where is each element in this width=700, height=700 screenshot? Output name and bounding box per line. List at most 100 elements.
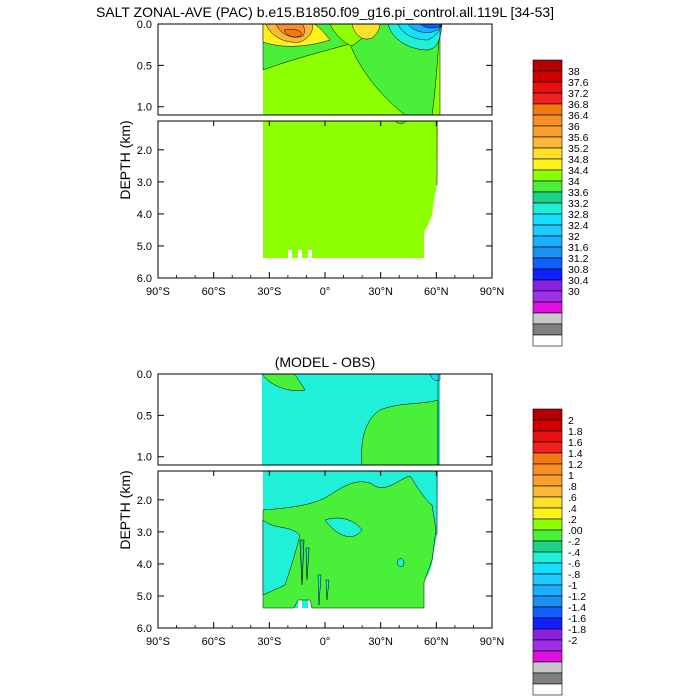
y-tick-label: 2.0 xyxy=(137,145,152,157)
panel1-axes: 90°S 60°S 30°S 0° 30°N 60°N 90°N 0.0 0.5 1.0 2.0 3.… xyxy=(137,19,505,298)
colorbar-swatch xyxy=(532,136,563,149)
colorbar-label: 36.8 xyxy=(568,99,589,111)
colorbar-label: -.2 xyxy=(568,536,580,548)
colorbar-label: 1 xyxy=(568,470,574,482)
colorbar-label: -2 xyxy=(568,635,577,647)
colorbar-swatch xyxy=(532,650,563,663)
colorbar-label: 30.4 xyxy=(568,275,589,287)
colorbar-label: 30 xyxy=(568,286,580,298)
y-tick-label: 6.0 xyxy=(137,623,152,635)
colorbar-label: 32.4 xyxy=(568,220,589,232)
colorbar-label: 36.4 xyxy=(568,110,589,122)
colorbar-swatch xyxy=(532,408,563,421)
panel1-ylabel: DEPTH (km) xyxy=(117,120,133,199)
colorbar-swatch xyxy=(532,628,563,641)
x-tick-label: 30°S xyxy=(257,286,281,298)
colorbar-swatch xyxy=(532,441,563,454)
panel2-upper-frame xyxy=(157,373,493,466)
x-tick-label: 60°N xyxy=(424,636,449,648)
colorbar-label: 33.6 xyxy=(568,187,589,199)
colorbar-label: 34.8 xyxy=(568,154,589,166)
colorbar-label: 30.8 xyxy=(568,264,589,276)
x-tick-label: 30°N xyxy=(368,286,393,298)
colorbar-swatch xyxy=(532,518,563,531)
colorbar-swatch xyxy=(532,419,563,432)
colorbar-swatch xyxy=(532,595,563,608)
colorbar-label: -1.8 xyxy=(568,624,586,636)
colorbar-swatch xyxy=(532,224,563,237)
colorbar-label: -.8 xyxy=(568,569,580,581)
y-tick-label: 1.0 xyxy=(137,452,152,464)
colorbar-label: 1.6 xyxy=(568,437,583,449)
colorbar-swatch xyxy=(532,114,563,127)
colorbar-label: 33.2 xyxy=(568,198,589,210)
colorbar-swatch xyxy=(532,529,563,542)
colorbar-swatch xyxy=(532,463,563,476)
colorbar-swatch xyxy=(532,147,563,160)
salinity-panel: SALT ZONAL-AVE (PAC) b.e15.B1850.f09_g16… xyxy=(96,4,589,347)
colorbar-label: 2 xyxy=(568,415,574,427)
colorbar-label: -1.4 xyxy=(568,602,586,614)
colorbar-swatch xyxy=(532,235,563,248)
colorbar-label: 38 xyxy=(568,66,580,78)
y-tick-label: 1.0 xyxy=(137,102,152,114)
colorbar-label: .6 xyxy=(568,492,577,504)
colorbar-label: 1.2 xyxy=(568,459,583,471)
colorbar-label: 37.2 xyxy=(568,88,589,100)
colorbar-swatch xyxy=(532,617,563,630)
colorbar-label: 34.4 xyxy=(568,165,589,177)
colorbar-swatch xyxy=(532,125,563,138)
colorbar-swatch xyxy=(532,606,563,619)
x-tick-label: 90°S xyxy=(146,286,170,298)
colorbar-swatch xyxy=(532,180,563,193)
colorbar-swatch xyxy=(532,312,563,325)
colorbar-swatch xyxy=(532,158,563,171)
colorbar-label: 1.4 xyxy=(568,448,583,460)
y-tick-label: 0.5 xyxy=(137,60,152,72)
y-tick-label: 4.0 xyxy=(137,209,152,221)
colorbar-swatch xyxy=(532,191,563,204)
colorbar-label: .4 xyxy=(568,503,577,515)
x-tick-label: 60°N xyxy=(424,286,449,298)
y-tick-label: 5.0 xyxy=(137,591,152,603)
panel2-axes: 90°S 60°S 30°S 0° 30°N 60°N 90°N 0.0 0.5 1.0 2.0 3.… xyxy=(137,369,505,648)
colorbar-swatch xyxy=(532,551,563,564)
colorbar-swatch xyxy=(532,70,563,83)
colorbar-swatch xyxy=(532,661,563,674)
colorbar-label: -1.6 xyxy=(568,613,586,625)
colorbar-label: .8 xyxy=(568,481,577,493)
colorbar-label: .00 xyxy=(568,525,583,537)
panel2-lower-field xyxy=(262,471,438,609)
panel1-upper-frame xyxy=(157,23,493,116)
x-tick-label: 0° xyxy=(320,636,331,648)
colorbar-swatch xyxy=(532,672,563,685)
colorbar-swatch xyxy=(532,573,563,586)
y-tick-label: 6.0 xyxy=(137,273,152,285)
x-tick-label: 90°N xyxy=(480,636,505,648)
colorbar-label: .2 xyxy=(568,514,577,526)
y-tick-label: 0.0 xyxy=(137,369,152,381)
colorbar-swatch xyxy=(532,507,563,520)
colorbar-swatch xyxy=(532,92,563,105)
colorbar-label: 36 xyxy=(568,121,580,133)
panel1-upper-field xyxy=(262,24,443,115)
colorbar-swatch xyxy=(532,290,563,303)
x-tick-label: 30°S xyxy=(257,636,281,648)
panel2-upper-field xyxy=(261,374,441,465)
colorbar-label: -.4 xyxy=(568,547,580,559)
colorbar-label: 35.2 xyxy=(568,143,589,155)
panel2-title: (MODEL - OBS) xyxy=(275,354,376,370)
colorbar-swatch xyxy=(532,474,563,487)
colorbar-swatch xyxy=(532,246,563,259)
x-tick-label: 90°S xyxy=(146,636,170,648)
colorbar-swatch xyxy=(532,323,563,336)
colorbar-swatch xyxy=(532,639,563,652)
colorbar-label: 34 xyxy=(568,176,580,188)
x-tick-label: 60°S xyxy=(202,636,226,648)
colorbar-label: 31.2 xyxy=(568,253,589,265)
colorbar-swatch xyxy=(532,452,563,465)
colorbar-swatch xyxy=(532,430,563,443)
panel1-title: SALT ZONAL-AVE (PAC) b.e15.B1850.f09_g16… xyxy=(96,4,554,20)
colorbar-label: 31.6 xyxy=(568,242,589,254)
